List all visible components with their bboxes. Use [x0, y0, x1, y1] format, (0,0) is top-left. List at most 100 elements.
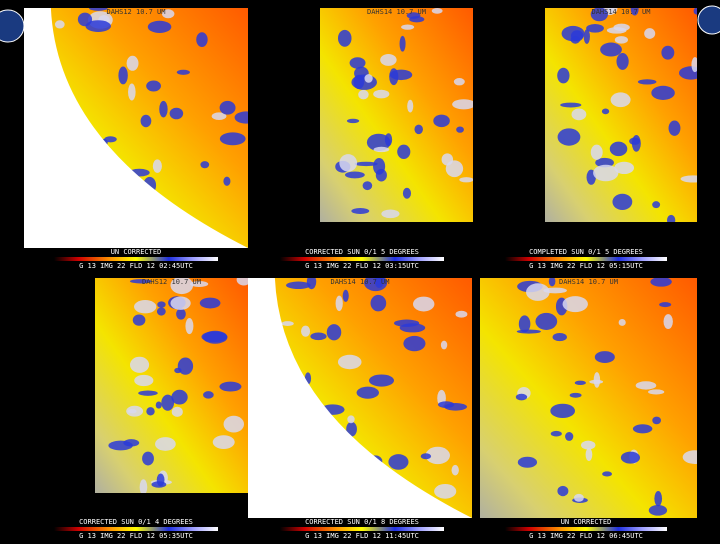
- cloud: [663, 314, 673, 330]
- cloud: [397, 144, 411, 159]
- cloud: [170, 278, 194, 295]
- color-bar: [505, 257, 667, 261]
- cloud: [614, 36, 628, 44]
- cloud: [445, 160, 464, 178]
- cloud: [171, 406, 183, 417]
- panel-caption: CORRECTED SUN 0/1 4 DEGREES: [79, 518, 193, 526]
- cloud: [335, 295, 343, 312]
- color-bar: [280, 527, 444, 531]
- cloud: [155, 401, 162, 409]
- cloud: [453, 78, 465, 86]
- cloud: [607, 8, 615, 13]
- cloud: [89, 8, 108, 11]
- cloud: [452, 99, 473, 110]
- cloud: [409, 16, 425, 23]
- cloud: [134, 300, 157, 314]
- cloud: [602, 471, 613, 477]
- cloud: [412, 296, 435, 312]
- cloud: [373, 146, 390, 153]
- cloud: [456, 126, 464, 133]
- cloud: [358, 89, 369, 100]
- cloud: [156, 307, 166, 316]
- cloud: [433, 114, 450, 128]
- cloud: [200, 161, 210, 169]
- cloud: [326, 324, 342, 341]
- cloud: [569, 392, 582, 398]
- cloud: [552, 332, 567, 342]
- cloud: [196, 32, 208, 48]
- cloud: [174, 367, 182, 374]
- cloud: [648, 389, 665, 395]
- cloud: [635, 381, 657, 390]
- cloud: [219, 381, 242, 392]
- earth-limb: [248, 278, 472, 518]
- cloud: [381, 209, 400, 219]
- cloud: [380, 53, 397, 66]
- cloud: [337, 29, 352, 47]
- cloud: [139, 479, 148, 493]
- color-bar: [54, 527, 218, 531]
- cloud: [420, 453, 432, 460]
- cloud: [161, 9, 175, 19]
- cloud: [132, 314, 146, 326]
- cloud: [562, 296, 588, 313]
- color-bar: [54, 257, 218, 261]
- cloud: [667, 214, 676, 222]
- cloud: [138, 390, 158, 396]
- panel-footer: G 13 IMG 22 FLD 12 11:45UTC: [305, 532, 419, 540]
- cloud: [601, 108, 610, 115]
- cloud: [590, 8, 608, 22]
- cloud: [399, 35, 406, 52]
- cloud: [693, 8, 697, 15]
- cloud: [557, 485, 569, 497]
- cloud: [571, 108, 587, 121]
- cloud: [306, 278, 317, 290]
- cloud: [680, 175, 697, 183]
- cloud: [661, 45, 675, 60]
- cloud: [373, 89, 390, 99]
- cloud: [389, 69, 413, 81]
- cloud: [152, 159, 162, 173]
- cloud: [128, 83, 136, 101]
- cloud: [550, 403, 576, 419]
- cloud: [129, 356, 150, 373]
- color-bar: [505, 527, 667, 531]
- cloud: [203, 391, 214, 399]
- satellite-image: [248, 278, 472, 518]
- cloud: [177, 357, 194, 375]
- cloud: [630, 8, 639, 16]
- cloud: [526, 283, 550, 301]
- satellite-panel: DAHS14 10.7 UM COMPLETED SUN 0/1 5 DEGREE…: [475, 8, 697, 270]
- cloud: [354, 161, 378, 167]
- panel-footer: G 13 IMG 22 FLD 12 05:35UTC: [79, 532, 193, 540]
- cloud: [349, 57, 366, 69]
- cloud: [451, 464, 459, 476]
- cloud: [199, 297, 221, 309]
- cloud: [185, 317, 194, 335]
- satellite-panel: DAHS14 10.7 UM CORRECTED SUN 0/1 5 DEGREE…: [250, 8, 474, 270]
- cloud: [616, 52, 629, 70]
- cloud: [368, 374, 395, 387]
- cloud: [548, 278, 556, 287]
- cloud: [425, 446, 450, 465]
- cloud: [614, 161, 635, 175]
- satellite-panel: DAHS14 10.7 UM UN CORRECTED G 13 IMG 22 FL…: [475, 278, 697, 540]
- cloud: [170, 296, 191, 310]
- cloud: [612, 193, 633, 210]
- satellite-image: [24, 8, 248, 248]
- cloud: [375, 168, 387, 182]
- cloud: [399, 323, 426, 333]
- cloud: [573, 493, 584, 502]
- cloud: [142, 451, 154, 466]
- cloud: [516, 329, 541, 334]
- cloud: [362, 181, 373, 191]
- cloud: [438, 401, 455, 409]
- cloud: [388, 454, 409, 470]
- panel-caption: CORRECTED SUN 0/1 8 DEGREES: [305, 518, 419, 526]
- cloud: [155, 437, 176, 451]
- cloud: [414, 124, 423, 135]
- cloud: [147, 20, 172, 33]
- ir-field: [480, 278, 697, 518]
- cloud: [431, 8, 443, 14]
- cloud: [648, 504, 668, 516]
